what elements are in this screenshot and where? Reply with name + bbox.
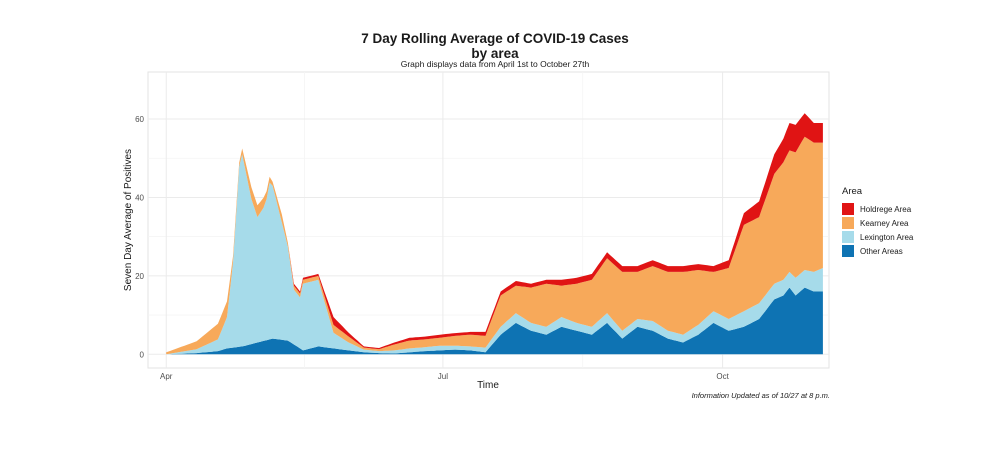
legend: Area Holdrege Area Kearney Area Lexington …: [842, 186, 913, 258]
x-axis-title: Time: [477, 380, 499, 391]
stacked-areas: [166, 113, 823, 355]
legend-swatch: [842, 203, 854, 215]
x-tick-label: Apr: [160, 372, 173, 381]
y-axis-title: Seven Day Average of Positives: [123, 149, 134, 291]
x-tick-label: Jul: [438, 372, 448, 381]
y-axis-ticks: 0 20 40 60: [135, 115, 144, 359]
chart-title-line1: 7 Day Rolling Average of COVID-19 Cases: [361, 31, 629, 46]
legend-swatch: [842, 245, 854, 257]
legend-label: Holdrege Area: [860, 204, 912, 214]
legend-item: Kearney Area: [842, 216, 913, 230]
legend-item: Lexington Area: [842, 230, 913, 244]
legend-swatch: [842, 217, 854, 229]
update-caption: Information Updated as of 10/27 at 8 p.m…: [691, 391, 830, 400]
legend-title: Area: [842, 186, 863, 197]
legend-label: Other Areas: [860, 246, 903, 256]
legend-swatch: [842, 231, 854, 243]
legend-item: Holdrege Area: [842, 202, 913, 216]
legend-item: Other Areas: [842, 244, 913, 258]
y-tick-label: 0: [140, 350, 145, 359]
chart-title: 7 Day Rolling Average of COVID-19 Cases …: [0, 31, 990, 61]
y-tick-label: 40: [135, 193, 144, 202]
chart-title-line2: by area: [471, 46, 519, 61]
chart-subtitle: Graph displays data from April 1st to Oc…: [400, 59, 590, 69]
area-kearney-area: [166, 136, 823, 355]
area-lexington-area: [166, 154, 823, 355]
x-tick-label: Oct: [716, 372, 729, 381]
legend-label: Kearney Area: [860, 218, 909, 228]
legend-label: Lexington Area: [860, 232, 914, 242]
x-axis-ticks: Apr Jul Oct: [160, 372, 730, 381]
y-tick-label: 20: [135, 272, 144, 281]
legend-items: Holdrege Area Kearney Area Lexington Area O…: [842, 202, 913, 258]
area-other-areas: [166, 287, 823, 355]
y-tick-label: 60: [135, 115, 144, 124]
